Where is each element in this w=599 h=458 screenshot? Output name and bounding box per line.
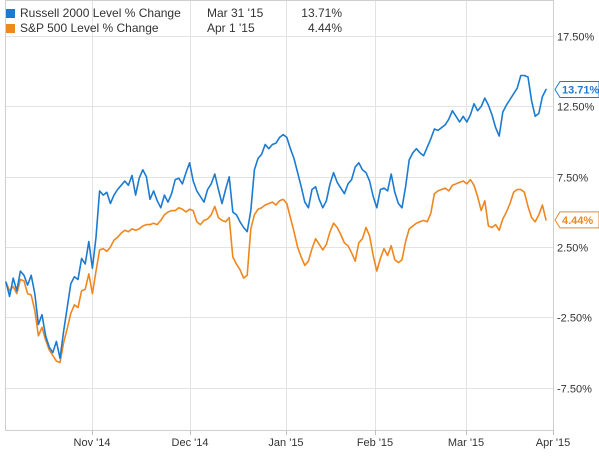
y-tick-label: 12.50% [557, 102, 595, 114]
series-line-russell-2000-level-change [5, 74, 547, 360]
x-tick-label: Dec '14 [172, 437, 209, 449]
y-axis: 17.50% 12.50% 7.50% 2.50% -2.50% -7.50% [557, 32, 595, 396]
plot-border [5, 0, 554, 431]
y-tick-label: 7.50% [557, 173, 588, 185]
end-label-marker-s-p-500-level-change [554, 211, 599, 229]
x-tick-label: Jan '15 [268, 437, 303, 449]
y-tick-label: -7.50% [557, 384, 592, 396]
y-tick-label: -2.50% [557, 313, 592, 325]
legend-item-russell-2000[interactable]: Russell 2000 Level % Change Mar 31 '15 1… [6, 6, 366, 21]
x-tick-label: Apr '15 [536, 437, 571, 449]
series-lines [5, 74, 547, 364]
grid-lines [6, 1, 553, 430]
x-tick-label: Mar '15 [448, 437, 484, 449]
legend: Russell 2000 Level % Change Mar 31 '15 1… [6, 6, 366, 36]
x-axis: Nov '14 Dec '14 Jan '15 Feb '15 Mar '15 Apr '… [74, 430, 571, 449]
end-value-labels: 13.71% 4.44% [554, 80, 599, 229]
end-label-marker-russell-2000-level-change [554, 80, 599, 98]
legend-series-date: Apr 1 '15 [207, 21, 255, 35]
legend-series-name: Russell 2000 Level % Change [20, 6, 181, 20]
legend-series-name: S&P 500 Level % Change [20, 21, 159, 35]
legend-item-sp-500[interactable]: S&P 500 Level % Change Apr 1 '15 4.44% [6, 21, 366, 36]
y-tick-label: 17.50% [557, 32, 595, 44]
legend-series-date: Mar 31 '15 [207, 6, 264, 20]
legend-series-value: 13.71% [301, 6, 342, 20]
end-label-s-p-500-level-change: 4.44% [562, 215, 593, 227]
y-tick-label: 2.50% [557, 243, 588, 255]
legend-swatch-russell-2000 [6, 9, 15, 18]
legend-swatch-sp-500 [6, 24, 15, 33]
x-tick-label: Nov '14 [74, 437, 111, 449]
end-label-russell-2000-level-change: 13.71% [562, 84, 599, 96]
x-tick-label: Feb '15 [357, 437, 393, 449]
series-line-s-p-500-level-change [5, 178, 547, 364]
legend-series-value: 4.44% [307, 21, 342, 35]
